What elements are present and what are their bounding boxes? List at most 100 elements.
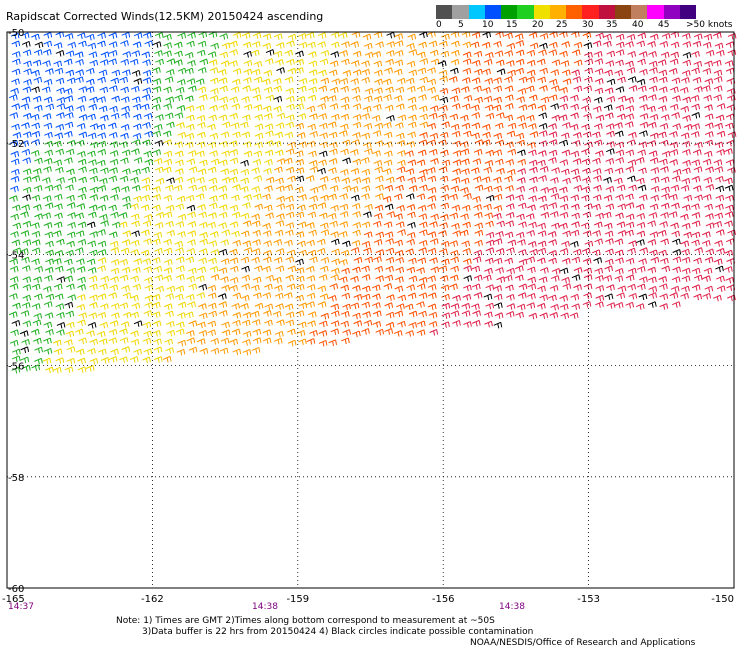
wind-barb [516, 139, 526, 147]
wind-barb [56, 96, 66, 104]
wind-barb [45, 103, 55, 111]
wind-barb [10, 175, 20, 183]
wind-barb [614, 69, 624, 77]
wind-barb [627, 159, 637, 166]
wind-barb [417, 51, 426, 59]
wind-barb [427, 67, 436, 74]
wind-barb [307, 249, 317, 257]
wind-barb [408, 114, 417, 122]
wind-barb [342, 69, 352, 77]
wind-barb [680, 213, 689, 221]
wind-barb [472, 195, 481, 203]
wind-barb [44, 149, 53, 157]
wind-barb [285, 274, 295, 282]
wind-barb [527, 103, 537, 110]
wind-barb [461, 122, 471, 130]
wind-barb [97, 229, 106, 236]
wind-barb [582, 32, 592, 39]
wind-barb [97, 257, 107, 264]
wind-barb [384, 104, 394, 112]
wind-barb [549, 211, 559, 218]
wind-barb [243, 77, 252, 84]
wind-barb [207, 123, 216, 131]
wind-barb [537, 159, 546, 167]
wind-barb [715, 49, 725, 57]
wind-barb [240, 168, 250, 176]
wind-barb [669, 292, 679, 299]
wind-barb [229, 176, 238, 184]
wind-barb [97, 240, 107, 248]
wind-barb [44, 312, 54, 319]
wind-barb [351, 139, 360, 146]
wind-barb [87, 267, 97, 274]
wind-barb [176, 78, 186, 86]
wind-barb [111, 69, 121, 77]
wind-barb [515, 265, 524, 272]
wind-barb [22, 168, 32, 175]
wind-barb [627, 51, 637, 58]
wind-barb [295, 175, 305, 183]
wind-barb [658, 95, 668, 103]
wind-barb [429, 49, 439, 57]
wind-barb [397, 320, 406, 328]
wind-barb [320, 229, 330, 236]
wind-barb [207, 302, 217, 310]
wind-barb [298, 321, 307, 329]
wind-barb [528, 159, 538, 167]
wind-barb [559, 195, 569, 202]
wind-barb [384, 203, 394, 211]
wind-barb [78, 312, 88, 319]
wind-barb [627, 283, 636, 291]
wind-barb [141, 229, 150, 236]
wind-barb [56, 312, 65, 319]
wind-barb [474, 239, 483, 247]
wind-barb [42, 195, 52, 202]
wind-barb [43, 157, 53, 165]
wind-barb [350, 41, 360, 48]
wind-barb [252, 328, 262, 336]
wind-barb [329, 86, 339, 94]
wind-barb [339, 211, 349, 218]
wind-barb [318, 85, 328, 92]
wind-barb [240, 294, 250, 302]
wind-barb [318, 274, 328, 281]
wind-barb [493, 293, 503, 301]
wind-barb [375, 193, 384, 200]
wind-barb [538, 150, 547, 157]
wind-barb [243, 247, 253, 254]
wind-barb [659, 158, 668, 166]
wind-barb [284, 131, 294, 139]
wind-barb [284, 76, 294, 83]
wind-barb [660, 257, 669, 265]
wind-barb [21, 96, 31, 103]
wind-barb [407, 121, 417, 129]
wind-barb [559, 248, 569, 255]
wind-barb [295, 186, 304, 193]
wind-barb [122, 311, 132, 319]
wind-barb [561, 240, 570, 248]
wind-barb [195, 104, 205, 112]
wind-barb [187, 211, 196, 219]
wind-barb [583, 274, 593, 281]
wind-barb [419, 132, 428, 139]
wind-barb [681, 69, 691, 77]
wind-barb [529, 166, 538, 174]
wind-barb [603, 104, 613, 111]
wind-barb [681, 267, 691, 275]
wind-barb [242, 339, 251, 346]
wind-barb [329, 60, 339, 67]
wind-barb [616, 221, 626, 228]
wind-barb [298, 338, 307, 346]
wind-barb [462, 58, 472, 65]
wind-barb [12, 348, 21, 356]
wind-barb [154, 32, 164, 39]
wind-barb [208, 310, 218, 318]
wind-barb [637, 149, 647, 156]
wind-barb [636, 239, 645, 246]
wind-barb [152, 186, 161, 193]
wind-barb [276, 158, 286, 165]
wind-barb [625, 213, 635, 221]
wind-barb [715, 194, 725, 202]
wind-barb [725, 113, 735, 121]
wind-barb [341, 139, 351, 147]
